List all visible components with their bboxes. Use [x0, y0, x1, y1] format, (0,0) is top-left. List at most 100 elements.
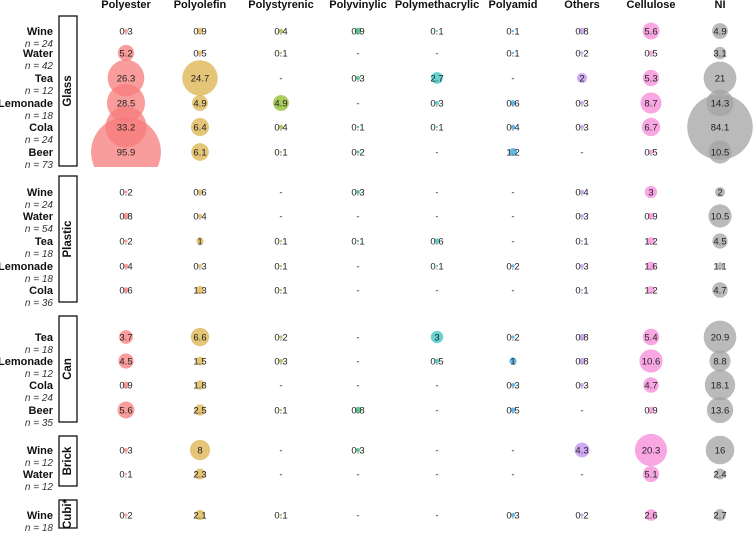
value-label: 2.5: [193, 406, 206, 417]
bubble: [576, 72, 588, 84]
row-n: n = 42: [25, 61, 54, 72]
bubble: [509, 357, 517, 365]
value-label: 0.3: [193, 262, 206, 273]
row-n: n = 12: [25, 86, 54, 97]
value-label: -: [356, 333, 359, 344]
value-label: 0.5: [430, 357, 443, 368]
value-label: -: [511, 470, 514, 481]
column-header: Polyvinylic: [329, 0, 386, 11]
bubble: [279, 51, 283, 55]
value-label: 0.2: [506, 262, 519, 273]
bubble: [279, 359, 283, 363]
value-label: 0.9: [119, 381, 132, 392]
value-label: 0.1: [430, 262, 443, 273]
bubble: [196, 27, 204, 35]
group-label: Can: [62, 358, 74, 380]
value-label: -: [435, 286, 438, 297]
value-label: -: [356, 262, 359, 273]
value-label: 0.3: [506, 511, 519, 522]
bubble: [356, 76, 360, 80]
bubble: [574, 442, 590, 458]
row-n: n = 12: [25, 458, 54, 469]
bubble: [639, 349, 663, 373]
bubble: [191, 143, 209, 161]
value-label: -: [511, 212, 514, 223]
value-label: 0.1: [430, 123, 443, 134]
bubble: [123, 287, 129, 293]
value-label: 0.6: [430, 237, 443, 248]
bubble: [646, 261, 656, 271]
value-label: 0.3: [119, 446, 132, 457]
bubble: [279, 408, 283, 412]
value-label: 0.1: [274, 511, 287, 522]
bubble: [641, 117, 661, 137]
bubble: [580, 264, 584, 268]
value-label: 1: [197, 237, 202, 248]
value-label: 0.3: [351, 446, 364, 457]
row-label: Wine: [27, 187, 53, 199]
bubble: [123, 263, 129, 269]
value-label: 0.2: [119, 237, 132, 248]
row-label: Tea: [35, 236, 54, 248]
value-label: -: [356, 357, 359, 368]
row-label: Tea: [35, 73, 54, 85]
bubble: [706, 396, 734, 423]
bubble: [118, 353, 134, 369]
value-label: 5.6: [644, 27, 657, 38]
value-label: 2.6: [644, 511, 657, 522]
bubble: [580, 383, 584, 387]
value-label: -: [279, 212, 282, 223]
value-label: 0.1: [274, 262, 287, 273]
value-label: 1.2: [506, 148, 519, 159]
group-label: Brick: [62, 446, 74, 475]
value-label: -: [435, 446, 438, 457]
bubble: [708, 204, 732, 228]
value-label: 8.7: [644, 99, 657, 110]
bubble: [431, 72, 443, 84]
bubble: [712, 282, 728, 298]
value-label: 1.1: [713, 262, 726, 273]
bubble: [278, 124, 284, 130]
value-label: -: [511, 446, 514, 457]
bubble: [195, 380, 205, 390]
value-label: 0.1: [430, 27, 443, 38]
value-label: 21: [715, 74, 726, 85]
value-label: 5.6: [119, 406, 132, 417]
value-label: 6.1: [193, 148, 206, 159]
value-label: 18.1: [711, 381, 730, 392]
bubble: [511, 51, 515, 55]
value-label: 0.1: [351, 237, 364, 248]
value-label: 0.3: [575, 262, 588, 273]
bubble: [647, 212, 655, 220]
value-label: 0.6: [506, 99, 519, 110]
value-label: -: [356, 212, 359, 223]
bubble: [279, 513, 283, 517]
row-label: Cola: [29, 285, 54, 297]
bubble: [714, 509, 726, 521]
bubble: [356, 239, 360, 243]
row-n: n = 18: [25, 249, 54, 260]
bubble: [643, 377, 659, 393]
value-label: 0.8: [119, 212, 132, 223]
bubble: [578, 333, 586, 341]
value-label: -: [356, 99, 359, 110]
bubble: [194, 468, 206, 480]
bubble: [511, 29, 515, 33]
value-label: 16: [715, 446, 726, 457]
bubble: [195, 285, 205, 295]
value-label: 13.6: [711, 406, 730, 417]
value-label: 0.4: [506, 123, 519, 134]
value-label: 0.8: [351, 406, 364, 417]
value-label: 1.2: [644, 237, 657, 248]
row-n: n = 24: [25, 135, 54, 146]
bubble: [117, 401, 135, 419]
value-label: -: [279, 446, 282, 457]
bubble: [91, 117, 161, 167]
value-label: 95.9: [117, 148, 136, 159]
bubble: [354, 406, 362, 414]
row-label: Lemonade: [0, 261, 53, 273]
bubble: [578, 357, 586, 365]
value-label: -: [511, 286, 514, 297]
bubble: [273, 95, 289, 111]
